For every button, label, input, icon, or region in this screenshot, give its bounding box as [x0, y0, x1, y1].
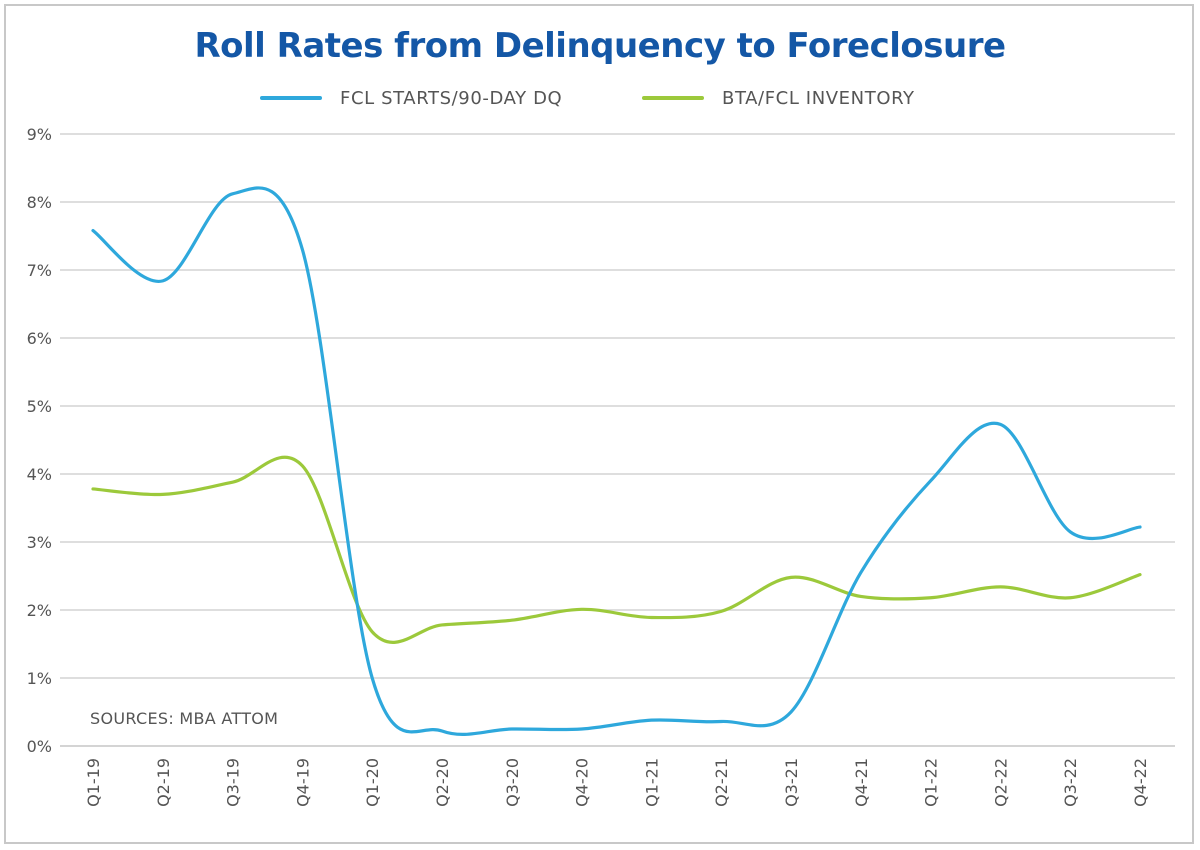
chart-legend: FCL STARTS/90-DAY DQ BTA/FCL INVENTORY	[0, 84, 1200, 112]
y-tick-label: 4%	[27, 465, 52, 484]
x-axis-ticks: Q1-19 Q2-19 Q3-19 Q4-19 Q1-20 Q2-20 Q3-20 Q4-20…	[84, 758, 1150, 807]
y-tick-label: 8%	[27, 193, 52, 212]
gridlines	[60, 133, 1175, 747]
x-tick-label: Q1-20	[363, 758, 382, 807]
legend-item-bta-fcl-inventory: BTA/FCL INVENTORY	[642, 84, 915, 112]
y-tick-label: 6%	[27, 329, 52, 348]
x-tick-label: Q1-22	[922, 758, 941, 807]
y-tick-label: 2%	[27, 601, 52, 620]
legend-label-bta-fcl-inventory: BTA/FCL INVENTORY	[722, 87, 915, 109]
x-tick-label: Q1-21	[642, 758, 661, 807]
chart-title: Roll Rates from Delinquency to Foreclosu…	[194, 26, 1006, 66]
y-tick-label: 3%	[27, 533, 52, 552]
series-line-bta-fcl-inventory	[91, 455, 1142, 644]
legend-item-fcl-starts: FCL STARTS/90-DAY DQ	[260, 84, 562, 112]
x-tick-label: Q2-21	[712, 758, 731, 807]
x-tick-label: Q4-22	[1131, 758, 1150, 807]
x-tick-label: Q2-20	[433, 758, 452, 807]
x-tick-label: Q3-22	[1061, 758, 1080, 807]
y-axis-ticks: 0% 1% 2% 3% 4% 5% 6% 7% 8% 9%	[27, 125, 52, 756]
x-tick-label: Q4-20	[573, 758, 592, 807]
y-tick-label: 1%	[27, 669, 52, 688]
x-tick-label: Q2-19	[154, 758, 173, 807]
x-tick-label: Q3-19	[224, 758, 243, 807]
x-tick-label: Q3-21	[782, 758, 801, 807]
x-tick-label: Q4-19	[293, 758, 312, 807]
source-note: SOURCES: MBA ATTOM	[90, 709, 279, 728]
legend-swatch-bta-fcl-inventory	[642, 96, 704, 100]
x-tick-label: Q4-21	[852, 758, 871, 807]
x-tick-label: Q3-20	[503, 758, 522, 807]
series-lines	[91, 186, 1142, 736]
x-tick-label: Q2-22	[991, 758, 1010, 807]
series-line-fcl-starts	[91, 186, 1142, 736]
y-tick-label: 7%	[27, 261, 52, 280]
legend-label-fcl-starts: FCL STARTS/90-DAY DQ	[340, 87, 563, 109]
y-tick-label: 9%	[27, 125, 52, 144]
y-tick-label: 0%	[27, 737, 52, 756]
y-tick-label: 5%	[27, 397, 52, 416]
legend-swatch-fcl-starts	[260, 96, 322, 100]
x-tick-label: Q1-19	[84, 758, 103, 807]
